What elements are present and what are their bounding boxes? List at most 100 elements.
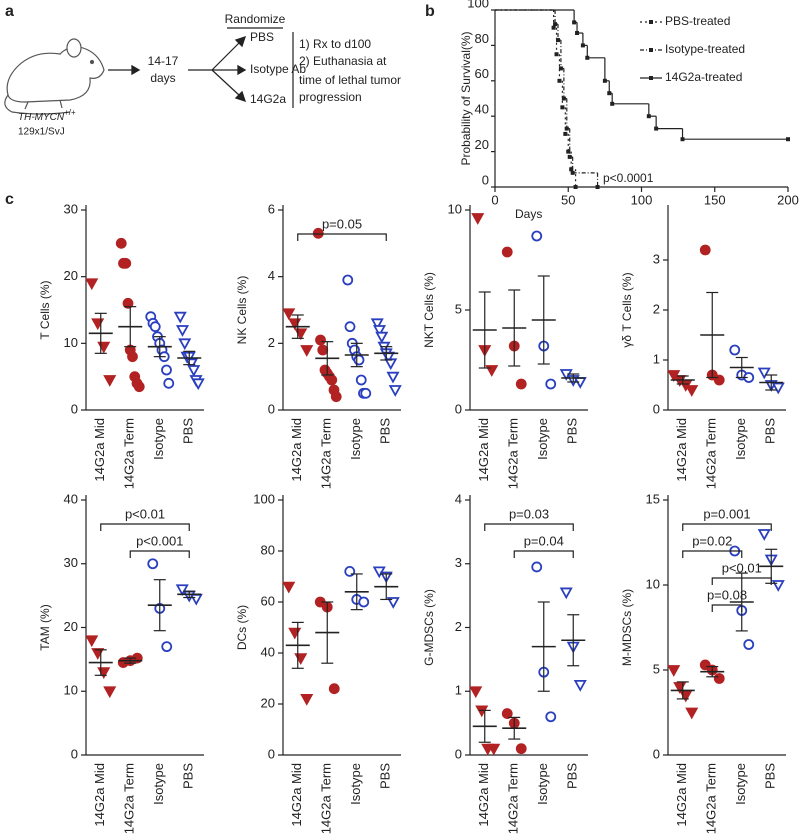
significance-bracket — [513, 550, 574, 558]
protocol-line: time of lethal tumor — [299, 73, 401, 87]
data-point — [713, 673, 725, 684]
x-tick-label: 14G2a Mid — [674, 763, 689, 827]
significance-label: p<0.001 — [136, 533, 183, 548]
data-point — [515, 378, 527, 390]
arm-label: Isotype Ab — [250, 62, 306, 76]
protocol-line: 2) Euthanasia at — [299, 54, 387, 68]
data-point — [300, 694, 314, 706]
y-tick-label: 30 — [64, 555, 78, 570]
censor-mark — [585, 55, 590, 60]
y-tick-label: 0 — [482, 172, 489, 187]
significance-label: p=0.05 — [322, 216, 362, 231]
data-point — [531, 561, 543, 573]
censor-mark — [555, 38, 560, 43]
x-tick-label: 14G2a Mid — [289, 418, 304, 482]
y-axis-label: G-MDSCs (%) — [422, 589, 436, 666]
data-point — [189, 593, 203, 606]
x-tick-label: PBS — [565, 763, 580, 789]
y-tick-label: 0 — [455, 401, 462, 416]
x-tick-label: 14G2a Term — [319, 763, 334, 834]
data-point — [115, 237, 127, 249]
significance-label: p=0.08 — [707, 587, 747, 602]
data-point — [757, 529, 771, 541]
y-axis-label: NKT Cells (%) — [422, 272, 436, 348]
data-point — [344, 566, 356, 577]
x-tick-label: 14G2a Term — [122, 763, 137, 834]
data-point — [386, 371, 400, 384]
significance-label: p=0.001 — [703, 506, 750, 521]
censor-mark — [602, 78, 607, 83]
data-point — [312, 227, 324, 239]
data-point — [471, 213, 485, 225]
randomize-label: Randomize — [225, 12, 286, 26]
y-tick-label: 15 — [646, 491, 660, 506]
data-point — [175, 584, 189, 597]
data-point — [388, 385, 402, 397]
y-tick-label: 0 — [653, 401, 660, 416]
y-tick-label: 20 — [64, 619, 78, 634]
data-point — [685, 707, 699, 720]
censor-mark — [607, 91, 612, 96]
x-tick-label: 200 — [777, 192, 799, 207]
x-tick-label: 14G2a Mid — [92, 418, 107, 482]
x-tick-label: Isotype — [151, 418, 166, 460]
censor-mark — [572, 20, 577, 25]
y-axis-label: DCs (%) — [235, 605, 249, 650]
data-point — [355, 374, 367, 386]
data-point — [300, 345, 314, 357]
data-point — [771, 382, 785, 395]
data-point — [326, 374, 338, 386]
y-axis-label: TAM (%) — [38, 604, 52, 650]
data-point — [545, 711, 557, 723]
x-tick-label: 14G2a Term — [122, 418, 137, 489]
x-tick-label: PBS — [565, 418, 580, 444]
data-point — [559, 587, 573, 600]
data-point — [545, 378, 557, 390]
censor-mark — [595, 185, 600, 189]
x-tick-label: 14G2a Mid — [92, 763, 107, 827]
significance-bracket — [682, 523, 772, 531]
y-tick-label: 4 — [455, 491, 462, 506]
mouse-strain: 129x1/SvJ — [18, 127, 65, 138]
data-point — [161, 641, 173, 653]
mouse-label: TH-MYCN+/+ — [18, 108, 76, 123]
y-tick-label: 6 — [268, 201, 275, 216]
x-tick-label: Isotype — [733, 418, 748, 460]
annotation: p<0.0001 — [603, 171, 654, 185]
x-tick-label: Isotype — [535, 763, 550, 805]
legend-marker — [649, 48, 653, 52]
x-tick-label: 14G2a Mid — [289, 763, 304, 827]
data-point — [384, 358, 398, 371]
y-tick-label: 5 — [455, 301, 462, 316]
arm-label: 14G2a — [250, 92, 286, 106]
mouse-genotype-sup: +/+ — [64, 108, 76, 117]
censor-mark — [564, 126, 569, 131]
data-point — [149, 321, 161, 333]
y-tick-label: 60 — [261, 593, 275, 608]
panel-label: a — [5, 3, 14, 20]
y-tick-label: 100 — [253, 491, 275, 506]
data-point — [103, 686, 117, 699]
data-point — [485, 365, 499, 377]
data-point — [173, 311, 187, 324]
x-tick-label: PBS — [378, 763, 393, 789]
data-point — [133, 381, 145, 393]
y-tick-label: 0 — [455, 746, 462, 761]
censor-mark — [573, 185, 578, 189]
significance-bracket — [100, 523, 190, 531]
data-point — [358, 596, 370, 608]
data-point — [178, 338, 192, 351]
data-point — [685, 385, 699, 397]
censor-mark — [680, 137, 685, 142]
x-tick-label: 50 — [561, 192, 575, 207]
x-tick-label: 14G2a Term — [506, 418, 521, 489]
data-point — [771, 580, 785, 592]
x-tick-label: PBS — [763, 763, 778, 789]
censor-mark — [557, 78, 562, 83]
significance-label: p=0.03 — [509, 506, 549, 521]
x-tick-label: 14G2a Term — [704, 763, 719, 834]
y-tick-label: 20 — [261, 695, 275, 710]
significance-bracket — [682, 550, 743, 558]
censor-mark — [551, 25, 556, 30]
